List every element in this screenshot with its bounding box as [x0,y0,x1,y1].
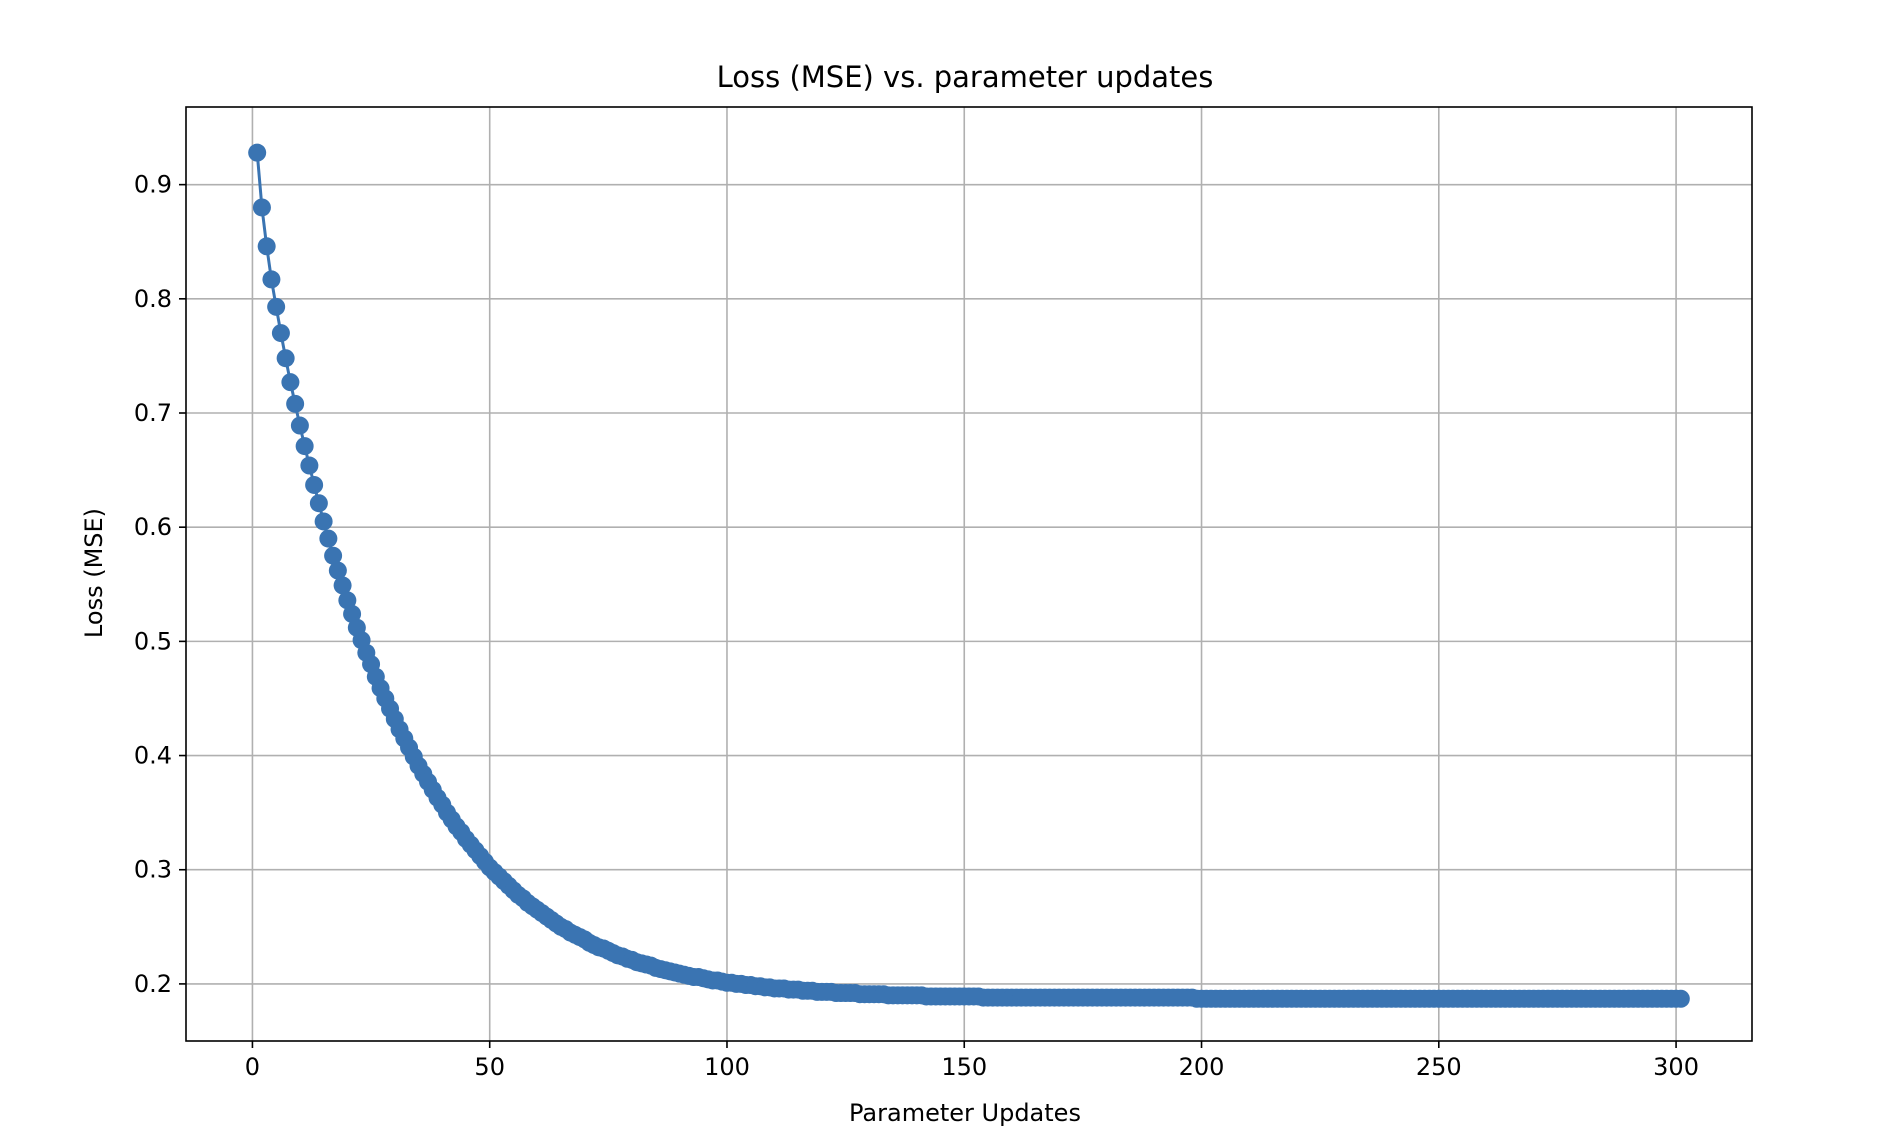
data-point [295,437,314,456]
data-point [328,561,347,580]
x-tick-label: 0 [245,1053,260,1081]
y-tick-label: 0.3 [134,856,172,884]
data-point [248,143,267,162]
x-axis-label: Parameter Updates [849,1099,1081,1127]
data-point [286,394,305,413]
grid-lines [186,107,1752,1041]
y-tick-label: 0.4 [134,742,172,770]
data-point [309,494,328,513]
data-point [343,604,362,623]
data-point [1671,989,1690,1008]
x-tick-label: 50 [474,1053,505,1081]
x-tick-label: 150 [941,1053,987,1081]
chart-title: Loss (MSE) vs. parameter updates [717,60,1214,94]
data-point [276,349,295,368]
y-tick-label: 0.2 [134,970,172,998]
data-point [314,512,333,531]
x-tick-label: 200 [1179,1053,1225,1081]
x-tick-label: 300 [1653,1053,1699,1081]
y-tick-label: 0.9 [134,171,172,199]
data-point [319,529,338,548]
axis-ticks: 0 50 100 150 200 250 300 0.2 0.3 0.4 0.5 0.6 0.7 0.8 0… [134,171,1699,1081]
y-tick-label: 0.5 [134,627,172,655]
data-point [262,270,281,289]
data-point [257,237,276,256]
data-point [338,591,357,610]
data-point [324,546,343,565]
series-markers [248,143,1690,1008]
data-point [305,475,324,494]
x-tick-label: 100 [704,1053,750,1081]
data-point [281,373,300,392]
data-point [290,416,309,435]
data-point [267,297,286,316]
x-tick-label: 250 [1416,1053,1462,1081]
data-point [300,456,319,475]
y-tick-label: 0.6 [134,513,172,541]
data-point [252,198,271,217]
y-tick-label: 0.7 [134,399,172,427]
data-point [333,576,352,595]
y-axis-label: Loss (MSE) [80,508,108,638]
data-point [271,324,290,343]
plot-area-frame [185,106,1753,1042]
y-tick-label: 0.8 [134,285,172,313]
